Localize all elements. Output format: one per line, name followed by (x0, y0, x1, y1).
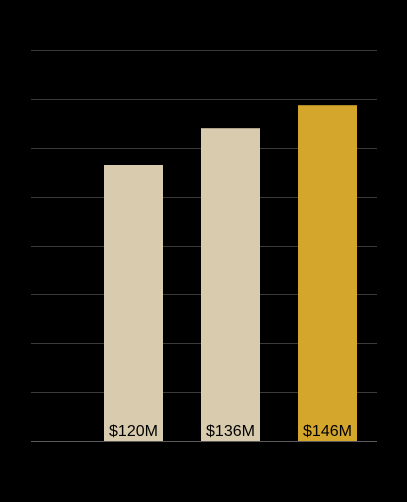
bar-value-label-3: $146M (303, 423, 352, 440)
bar-value-labels: $120M $136M $146M (109, 423, 352, 440)
bar-1 (104, 165, 163, 441)
bar-2 (201, 128, 260, 441)
bars (104, 105, 357, 441)
bar-3 (298, 105, 357, 441)
bar-value-label-1: $120M (109, 423, 158, 440)
bar-value-label-2: $136M (206, 423, 255, 440)
